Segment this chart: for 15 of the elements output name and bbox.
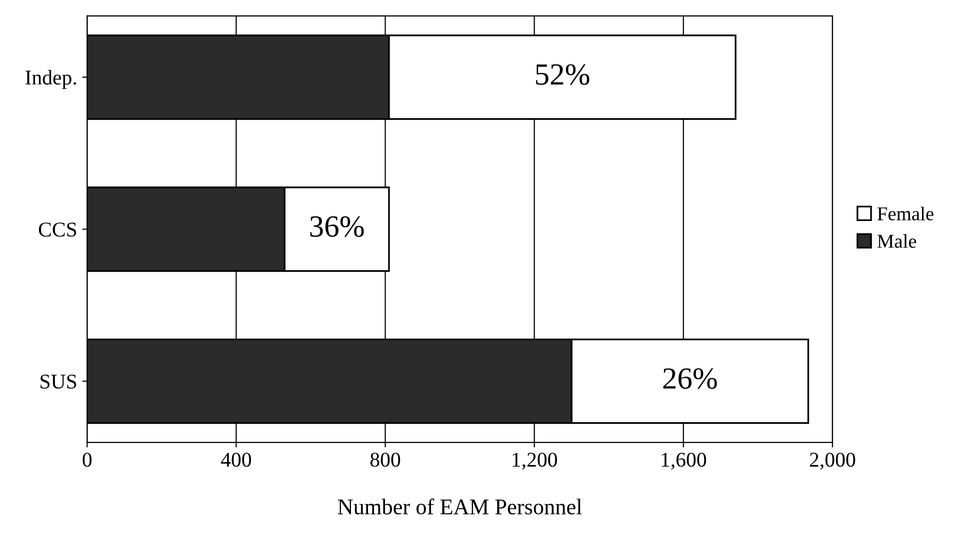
x-tick-label: 400 xyxy=(220,452,252,467)
x-tick-label: 800 xyxy=(370,452,400,467)
x-tick-label: 1,200 xyxy=(512,452,557,470)
annotation: 36% xyxy=(310,216,364,237)
x-tick-label: 0 xyxy=(82,452,92,467)
x-tick-label: 2,000 xyxy=(810,452,856,470)
annotation: 26% xyxy=(663,368,717,389)
y-tick-label: CCS xyxy=(38,222,76,237)
legend-label: Male xyxy=(877,234,916,248)
y-tick-label: SUS xyxy=(40,374,76,389)
annotation: 52% xyxy=(536,64,590,85)
legend-label: Female xyxy=(877,206,934,220)
x-axis-title: Number of EAM Personnel xyxy=(338,498,582,514)
y-tick-label: Indep. xyxy=(26,70,76,89)
x-tick-label: 1,600 xyxy=(662,452,706,470)
